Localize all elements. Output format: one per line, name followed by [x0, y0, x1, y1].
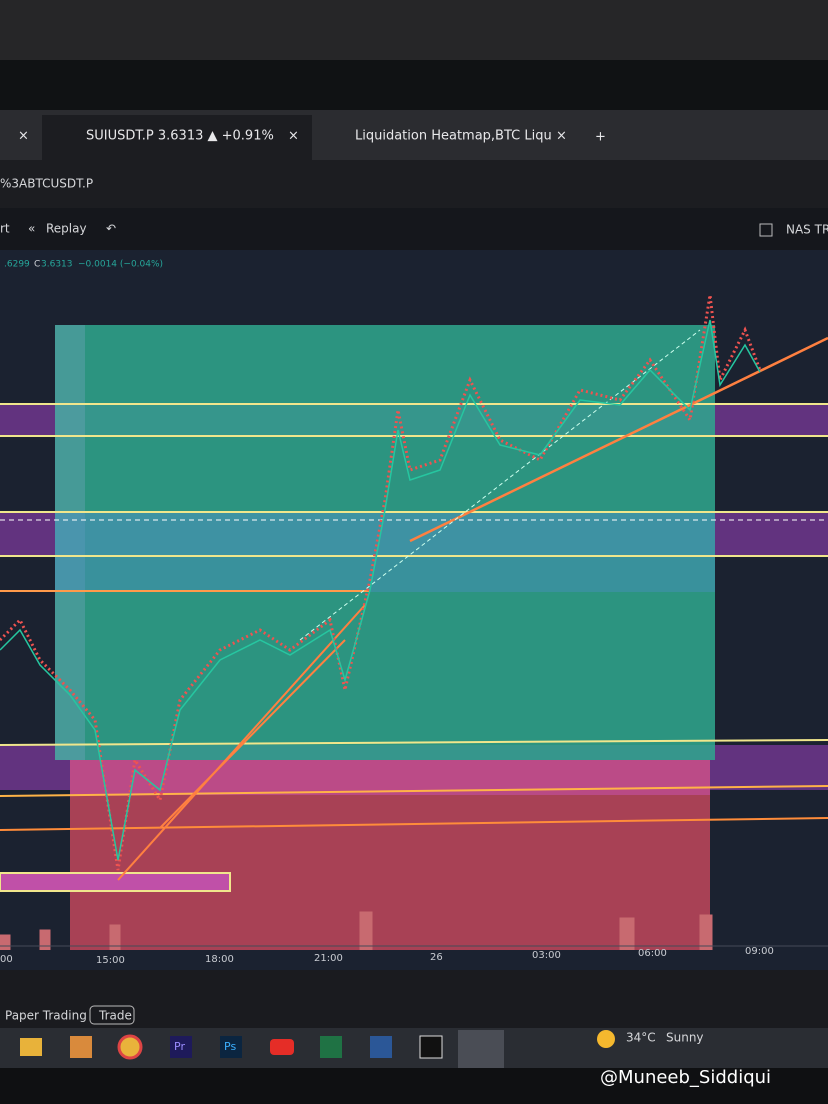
x-tick-label: 26 [430, 952, 443, 963]
level-line [0, 817, 828, 831]
app-icon[interactable] [320, 1036, 342, 1058]
ohlc-close: 3.6313 [41, 260, 73, 270]
x-tick-label: 03:00 [532, 950, 561, 961]
moving-average [0, 319, 761, 861]
tab-title[interactable]: SUIUSDT.P 3.6313 ▲ +0.91% [86, 129, 274, 144]
replay-icon: « [28, 222, 35, 236]
app-icon[interactable] [170, 1036, 192, 1058]
bezel-bottom [0, 1068, 828, 1104]
app-icon[interactable] [20, 1038, 42, 1056]
toolbar-item[interactable]: NAS TRA [786, 223, 828, 237]
replay-button[interactable]: Replay [46, 222, 87, 236]
bottom-panel [0, 970, 828, 1030]
paper-trading[interactable]: Paper Trading [5, 1009, 87, 1023]
ohlc-open: .6299 [4, 260, 30, 270]
x-tick-label: 21:00 [314, 953, 343, 964]
projection-line [299, 329, 701, 641]
x-tick-label: 06:00 [638, 948, 667, 959]
app-icon[interactable] [70, 1036, 92, 1058]
profit-zone [55, 325, 715, 760]
app-icon[interactable] [370, 1036, 392, 1058]
tab-close[interactable]: × [288, 129, 299, 144]
app-icon[interactable] [270, 1039, 294, 1055]
active-app[interactable] [458, 1030, 504, 1068]
undo-icon[interactable]: ↶ [106, 222, 116, 236]
address-bar [0, 160, 828, 208]
weather-icon [597, 1030, 615, 1048]
toolbar-item[interactable]: rt [0, 222, 10, 236]
trade-button-frame[interactable] [89, 1005, 135, 1025]
levels [0, 403, 828, 831]
tab-close[interactable]: × [18, 129, 29, 144]
x-tick-label: 15:00 [96, 955, 125, 966]
level-line [0, 785, 828, 797]
entry-band [55, 512, 715, 592]
active-tab [42, 115, 312, 160]
candles [0, 294, 762, 871]
new-tab[interactable]: + [595, 130, 606, 145]
toolbar [0, 208, 828, 250]
checkbox[interactable] [759, 223, 773, 237]
trend-line [159, 639, 346, 829]
weather: Sunny [666, 1031, 704, 1045]
x-tick-label: 09:00 [745, 946, 774, 957]
app-icon[interactable] [220, 1036, 242, 1058]
x-tick-label: 18:00 [205, 954, 234, 965]
trend-line [409, 336, 828, 543]
address[interactable]: %3ABTCUSDT.P [0, 177, 93, 191]
tab-close[interactable]: × [556, 129, 567, 144]
temperature: 34°C [626, 1031, 656, 1045]
ohlc-close-label: C [34, 260, 40, 270]
zone-shade [55, 325, 85, 760]
app-icon[interactable] [117, 1034, 143, 1060]
tab-title[interactable]: Liquidation Heatmap,BTC Liqu [355, 129, 552, 144]
trade-button[interactable]: Trade [98, 1009, 132, 1023]
app-label: Ps [224, 1040, 236, 1053]
ohlc-change: −0.0014 (−0.04%) [78, 260, 163, 270]
level-line [0, 739, 828, 746]
room [0, 0, 828, 60]
x-tick-label: 00 [0, 954, 13, 965]
volume [0, 911, 713, 950]
box [0, 872, 231, 892]
watermark: @Muneeb_Siddiqui [600, 1067, 771, 1088]
app-label: Pr [174, 1040, 185, 1053]
trend-line [117, 604, 366, 881]
app-icon[interactable] [419, 1035, 443, 1059]
